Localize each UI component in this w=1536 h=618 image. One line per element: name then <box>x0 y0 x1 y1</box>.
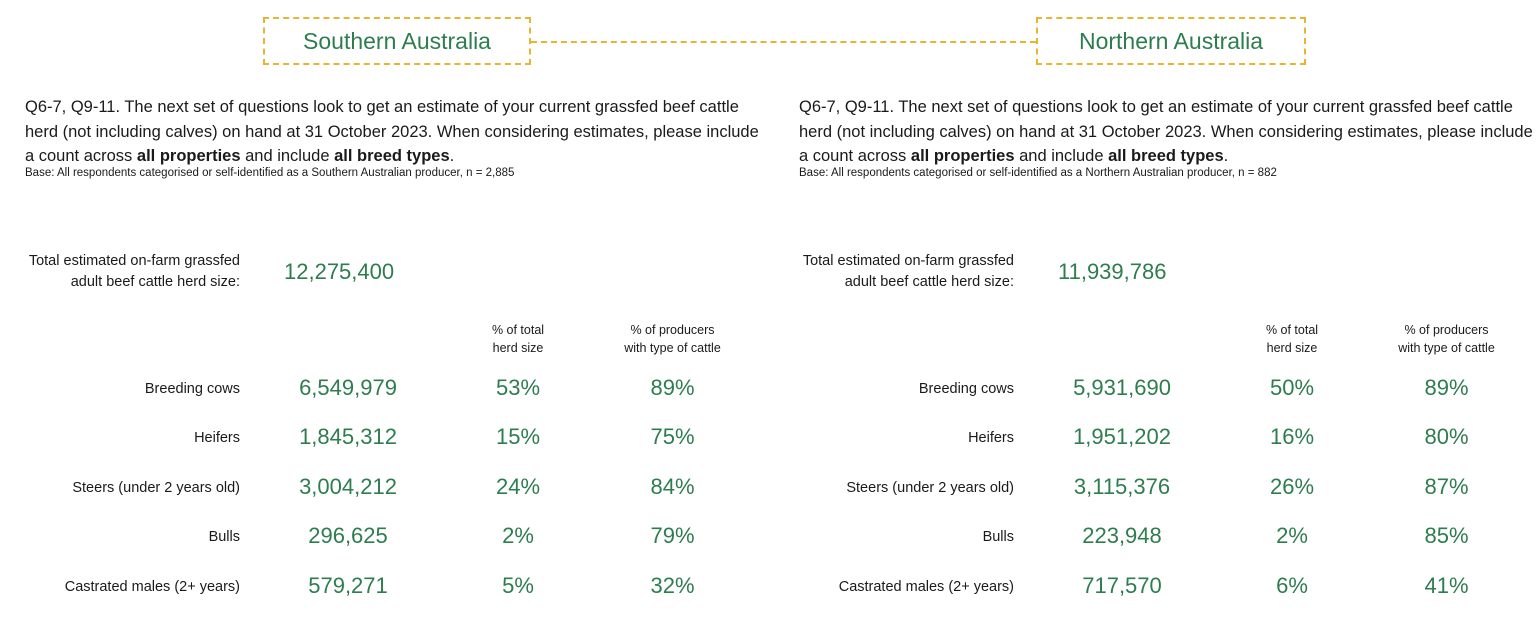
northern-australia-title-box: Northern Australia <box>1036 17 1306 65</box>
row-pct-producers: 85% <box>1424 523 1469 548</box>
row-pct-herd: 26% <box>1269 474 1315 499</box>
column-header-pct-producers: % of producers with type of cattle <box>600 321 745 357</box>
row-label: Steers (under 2 years old) <box>846 480 1014 496</box>
total-herd-label: Total estimated on-farm grassfed adult b… <box>0 251 240 293</box>
row-pct-producers: 84% <box>650 474 695 499</box>
question-text: Q6-7, Q9-11. The next set of questions l… <box>25 95 765 169</box>
row-label: Bulls <box>208 529 240 545</box>
table-row: Castrated males (2+ years) 579,271 5% 32… <box>0 573 768 603</box>
row-pct-producers: 32% <box>650 573 695 598</box>
northern-australia-title: Northern Australia <box>1078 27 1264 54</box>
total-herd-value: 12,275,400 <box>284 259 395 284</box>
row-label: Breeding cows <box>144 381 240 397</box>
dashed-connector-line <box>531 41 1036 43</box>
total-herd-label-line1: Total estimated on-farm grassfed <box>28 253 240 269</box>
row-label: Heifers <box>194 430 240 446</box>
table-row: Bulls 223,948 2% 85% <box>774 523 1536 553</box>
row-count: 717,570 <box>1082 573 1162 598</box>
column-header-pct-herd-line2: herd size <box>1266 341 1318 355</box>
question-text-end: . <box>449 147 455 165</box>
row-count: 6,549,979 <box>299 375 397 400</box>
row-count: 1,951,202 <box>1073 424 1171 449</box>
row-label: Bulls <box>982 529 1014 545</box>
row-pct-producers: 41% <box>1424 573 1469 598</box>
question-bold-properties: all properties <box>136 147 241 165</box>
question-bold-properties: all properties <box>910 147 1015 165</box>
base-note: Base: All respondents categorised or sel… <box>25 167 515 179</box>
column-header-pct-herd-line1: % of total <box>491 323 545 337</box>
total-herd-label-line2: adult beef cattle herd size: <box>70 274 240 290</box>
column-header-pct-producers-line2: with type of cattle <box>624 341 721 355</box>
row-pct-herd: 15% <box>495 424 541 449</box>
row-pct-producers: 79% <box>650 523 695 548</box>
row-label: Castrated males (2+ years) <box>64 579 240 595</box>
southern-panel: Q6-7, Q9-11. The next set of questions l… <box>0 95 768 603</box>
column-header-pct-producers-line2: with type of cattle <box>1398 341 1495 355</box>
row-pct-producers: 87% <box>1424 474 1469 499</box>
row-pct-producers: 75% <box>650 424 695 449</box>
northern-panel: Q6-7, Q9-11. The next set of questions l… <box>774 0 1536 618</box>
table-row: Castrated males (2+ years) 717,570 6% 41… <box>774 573 1536 603</box>
row-pct-herd: 6% <box>1276 573 1308 598</box>
question-text: Q6-7, Q9-11. The next set of questions l… <box>799 95 1536 169</box>
southern-australia-title: Southern Australia <box>303 27 491 54</box>
question-bold-breeds: all breed types <box>1108 147 1224 165</box>
column-header-pct-producers-line1: % of producers <box>630 323 715 337</box>
row-pct-producers: 89% <box>1424 375 1469 400</box>
question-text-start: Q6-7, Q9-11. The next set of questions l… <box>25 98 759 165</box>
row-count: 1,845,312 <box>299 424 397 449</box>
table-row: Breeding cows 5,931,690 50% 89% <box>774 375 1536 405</box>
row-pct-herd: 50% <box>1269 375 1315 400</box>
row-pct-herd: 16% <box>1269 424 1315 449</box>
table-row: Steers (under 2 years old) 3,004,212 24%… <box>0 474 768 504</box>
question-text-mid: and include <box>240 147 335 165</box>
column-header-pct-herd-line1: % of total <box>1265 323 1319 337</box>
total-herd-value: 11,939,786 <box>1058 259 1167 284</box>
question-bold-breeds: all breed types <box>334 147 450 165</box>
table-row: Steers (under 2 years old) 3,115,376 26%… <box>774 474 1536 504</box>
table-row: Heifers 1,951,202 16% 80% <box>774 424 1536 454</box>
row-label: Steers (under 2 years old) <box>72 480 240 496</box>
row-label: Castrated males (2+ years) <box>838 579 1014 595</box>
table-row: Heifers 1,845,312 15% 75% <box>0 424 768 454</box>
column-header-pct-herd: % of total herd size <box>1232 321 1352 357</box>
column-header-pct-producers: % of producers with type of cattle <box>1374 321 1519 357</box>
base-note: Base: All respondents categorised or sel… <box>799 167 1277 179</box>
row-pct-herd: 24% <box>495 474 541 499</box>
row-count: 296,625 <box>308 523 388 548</box>
southern-australia-title-box: Southern Australia <box>263 17 531 65</box>
row-pct-producers: 80% <box>1424 424 1469 449</box>
row-pct-herd: 53% <box>495 375 541 400</box>
row-count: 5,931,690 <box>1073 375 1171 400</box>
row-pct-herd: 5% <box>502 573 534 598</box>
row-pct-herd: 2% <box>1276 523 1308 548</box>
row-label: Heifers <box>968 430 1014 446</box>
column-header-pct-producers-line1: % of producers <box>1404 323 1489 337</box>
row-pct-herd: 2% <box>502 523 534 548</box>
row-count: 3,115,376 <box>1073 474 1171 499</box>
total-herd-label-line2: adult beef cattle herd size: <box>844 274 1014 290</box>
row-count: 579,271 <box>308 573 388 598</box>
total-herd-label-line1: Total estimated on-farm grassfed <box>802 253 1014 269</box>
question-text-end: . <box>1223 147 1229 165</box>
column-header-pct-herd: % of total herd size <box>458 321 578 357</box>
table-row: Breeding cows 6,549,979 53% 89% <box>0 375 768 405</box>
row-label: Breeding cows <box>918 381 1014 397</box>
row-count: 3,004,212 <box>299 474 397 499</box>
row-pct-producers: 89% <box>650 375 695 400</box>
table-row: Bulls 296,625 2% 79% <box>0 523 768 553</box>
question-text-start: Q6-7, Q9-11. The next set of questions l… <box>799 98 1533 165</box>
question-text-mid: and include <box>1014 147 1109 165</box>
row-count: 223,948 <box>1082 523 1162 548</box>
total-herd-label: Total estimated on-farm grassfed adult b… <box>774 251 1014 293</box>
column-header-pct-herd-line2: herd size <box>492 341 544 355</box>
